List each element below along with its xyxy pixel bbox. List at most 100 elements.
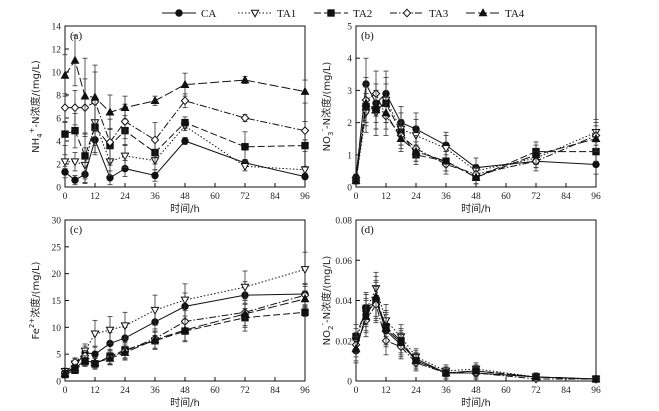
- series-line: [355, 299, 597, 380]
- data-point: [71, 126, 79, 135]
- data-point: [531, 372, 541, 381]
- data-point: [181, 137, 189, 145]
- chart-panel-b: 0 12 24 36 48 60 72 84 96012345时间/hNO3--N浓度/(mg/…: [319, 23, 601, 216]
- y-tick-label: 0.02: [335, 337, 352, 347]
- data-point: [411, 146, 421, 155]
- data-point: [531, 149, 541, 159]
- x-tick-label: 36: [441, 386, 451, 396]
- y-axis-label: NH4+-N浓度/(mg/L): [28, 60, 44, 153]
- data-point: [120, 322, 130, 331]
- x-tick-label: 24: [120, 386, 130, 396]
- y-tick-label: 30: [52, 217, 62, 227]
- y-axis-label: Fe2+浓度/(mg/L): [28, 261, 42, 339]
- x-tick-label: 96: [300, 192, 310, 202]
- y-axis-label: NO2--N浓度/(mg/L): [319, 256, 335, 346]
- data-point: [300, 166, 310, 175]
- data-point: [70, 103, 80, 113]
- series-ta4: [60, 34, 310, 135]
- data-point: [180, 96, 190, 106]
- panel-label: (d): [361, 224, 374, 236]
- data-point: [301, 308, 309, 317]
- x-tick-label: 96: [591, 386, 601, 396]
- x-tick-label: 84: [270, 386, 280, 396]
- series-line: [64, 298, 306, 374]
- y-tick-label: 20: [52, 270, 62, 280]
- data-point: [70, 55, 80, 64]
- chart-panel-c: 0 12 24 36 48 60 72 84 96 0 5 10 15 20 25 30 时间/h Fe2+浓度/…: [28, 217, 310, 410]
- legend-marker: [402, 8, 412, 18]
- chart-panel-a: 0 12 24 36 48 60 72 84 9602468101214时间/hNH4+-N浓度…: [28, 23, 310, 216]
- data-point: [240, 163, 250, 172]
- series-line: [65, 100, 306, 144]
- x-axis-label: 时间/h: [170, 202, 200, 215]
- data-point: [90, 330, 100, 339]
- x-tick-label: 48: [471, 386, 481, 396]
- x-tick-label: 24: [411, 386, 421, 396]
- x-tick-label: 12: [381, 192, 391, 202]
- legend-item-ta1: TA1: [238, 8, 296, 20]
- panel-label: (c): [70, 224, 83, 236]
- x-tick-label: 60: [210, 386, 220, 396]
- y-tick-label: 2: [56, 161, 61, 171]
- x-tick-label: 60: [501, 192, 511, 202]
- data-point: [361, 311, 371, 320]
- data-point: [240, 75, 250, 84]
- x-tick-label: 48: [180, 192, 190, 202]
- y-tick-label: 4: [347, 55, 352, 65]
- panel-label: (b): [361, 30, 374, 42]
- x-tick-label: 24: [411, 192, 421, 202]
- x-tick-label: 0: [63, 192, 68, 202]
- data-point: [71, 176, 79, 184]
- series-ca: [61, 124, 309, 186]
- y-tick-label: 25: [52, 243, 62, 253]
- data-point: [300, 294, 310, 303]
- data-point: [61, 130, 69, 138]
- data-point: [591, 374, 601, 383]
- data-point: [181, 118, 189, 127]
- data-point: [105, 353, 115, 362]
- legend: CA TA1 TA2 TA3 TA4: [162, 8, 525, 20]
- legend-label: CA: [201, 8, 216, 20]
- data-point: [150, 334, 160, 343]
- data-point: [105, 326, 115, 335]
- y-tick-label: 12: [52, 46, 62, 56]
- legend-label: TA2: [353, 8, 372, 20]
- data-point: [60, 158, 70, 167]
- data-point: [91, 350, 99, 358]
- x-tick-label: 60: [210, 192, 220, 202]
- legend-item-ca: CA: [162, 8, 216, 20]
- series-ta3: [60, 71, 310, 166]
- data-point: [150, 306, 160, 316]
- y-tick-label: 0: [56, 378, 61, 388]
- x-tick-label: 72: [240, 192, 250, 202]
- series-ta4: [351, 275, 601, 383]
- x-tick-label: 36: [150, 386, 160, 396]
- data-point: [351, 175, 361, 184]
- data-point: [441, 156, 451, 165]
- data-point: [60, 70, 70, 79]
- series-ta4: [351, 83, 601, 185]
- data-point: [150, 95, 160, 105]
- data-point: [80, 355, 90, 364]
- plot-frame: [355, 219, 597, 382]
- legend-label: TA3: [429, 8, 449, 20]
- series-line: [355, 303, 596, 380]
- x-tick-label: 72: [531, 192, 541, 202]
- legend-marker: [175, 9, 183, 17]
- y-tick-label: 1: [347, 151, 352, 161]
- data-point: [105, 137, 115, 147]
- legend-marker: [250, 9, 260, 18]
- y-tick-label: 3: [347, 87, 352, 97]
- y-tick-label: 6: [56, 115, 61, 125]
- data-point: [70, 158, 80, 167]
- data-point: [105, 107, 115, 116]
- x-tick-label: 96: [300, 386, 310, 396]
- series-line: [355, 295, 597, 380]
- legend-item-ta4: TA4: [466, 8, 525, 20]
- x-axis-label: 时间/h: [170, 396, 200, 409]
- legend-label: TA4: [505, 8, 525, 20]
- x-tick-label: 48: [180, 386, 190, 396]
- x-tick-label: 0: [354, 386, 359, 396]
- x-axis-label: 时间/h: [461, 202, 491, 215]
